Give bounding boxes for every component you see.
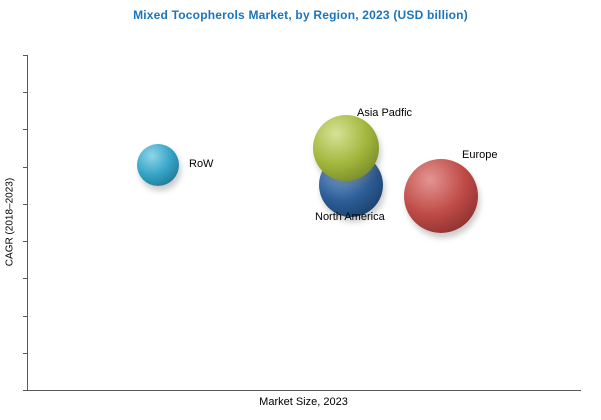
bubble-europe (404, 159, 479, 234)
bubble-row (136, 143, 179, 186)
y-axis-title: CAGR (2018–2023) (4, 177, 16, 267)
chart-title: Mixed Tocopherols Market, by Region, 202… (133, 8, 468, 22)
y-axis-tick (23, 92, 27, 94)
y-axis-tick (23, 55, 27, 56)
x-axis-title: Market Size, 2023 (259, 396, 348, 408)
plot-area: RoW North America Asia Padfic Europe (23, 55, 581, 391)
y-axis-tick (23, 241, 27, 243)
label-north-america: North America (315, 211, 385, 223)
y-axis-tick (23, 390, 27, 391)
y-axis-tick (23, 278, 27, 280)
label-row: RoW (189, 158, 214, 170)
y-axis-tick (23, 129, 27, 131)
y-axis-tick (23, 352, 27, 354)
y-axis-tick (23, 166, 27, 168)
y-axis-tick (23, 315, 27, 317)
label-asia-pacific: Asia Padfic (357, 107, 413, 119)
label-europe: Europe (462, 149, 498, 161)
bubble-asia-pacific (312, 115, 379, 182)
y-axis-tick (23, 203, 27, 205)
